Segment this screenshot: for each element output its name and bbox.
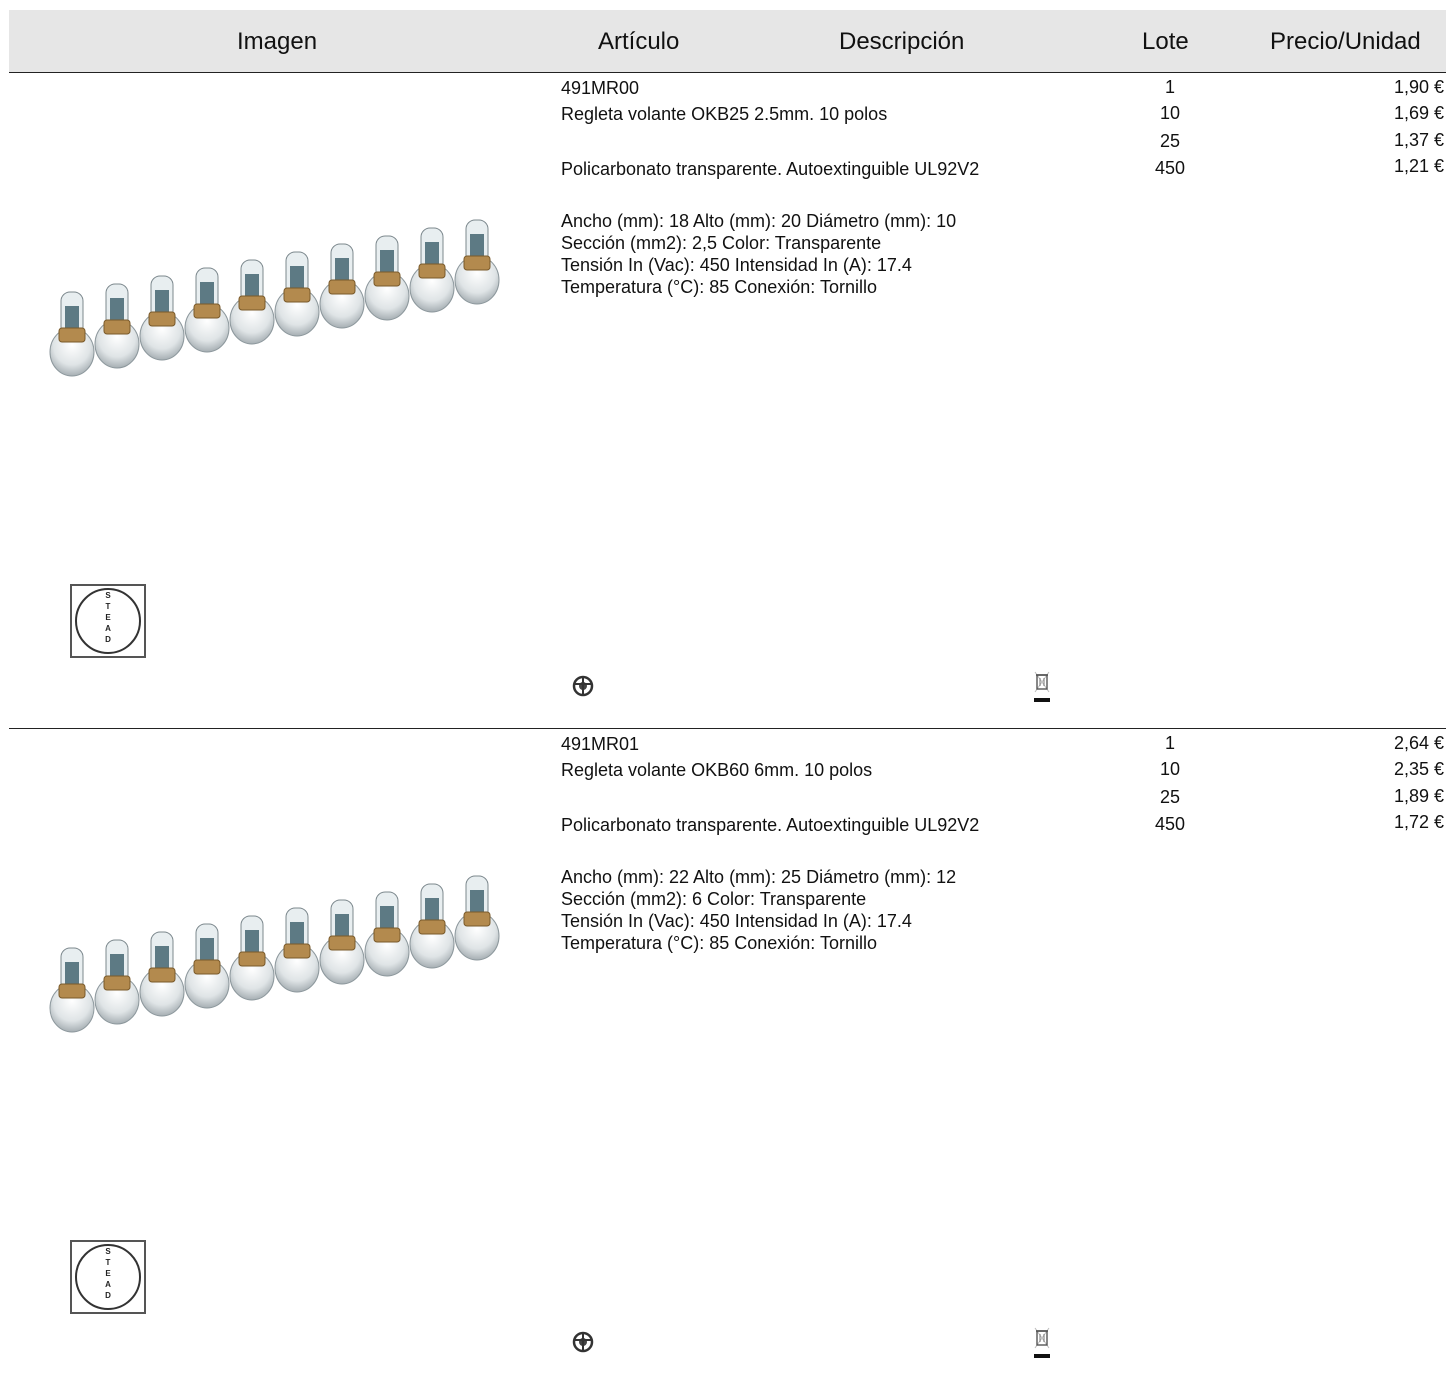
price-value: 1,21 €	[1393, 156, 1444, 176]
lot-value: 450	[1154, 158, 1186, 178]
terminal-cell	[94, 283, 140, 369]
terminal-cell	[274, 251, 320, 337]
lot-value: 450	[1154, 814, 1186, 834]
terminal-cell	[184, 267, 230, 353]
spec-line: Sección (mm2): 2,5 Color: Transparente	[561, 233, 882, 253]
lot-divider	[1083, 72, 1446, 73]
spec-line: Ancho (mm): 22 Alto (mm): 25 Diámetro (m…	[561, 867, 957, 887]
lot-value: 1	[1164, 77, 1175, 97]
terminal-cell	[49, 291, 95, 377]
lot-value: 10	[1159, 759, 1181, 779]
row-divider	[9, 72, 1446, 73]
terminal-cell	[364, 891, 410, 977]
lot-value: 25	[1159, 131, 1181, 151]
article-name: Regleta volante OKB60 6mm. 10 polos	[561, 760, 873, 780]
table-header: Imagen Artículo Descripción Lote Precio/…	[9, 10, 1446, 73]
terminal-cell	[49, 947, 95, 1033]
terminal-strip-image	[49, 875, 500, 1033]
header-precio: Precio/Unidad	[1270, 28, 1421, 55]
safety-mark-icon	[572, 675, 594, 697]
article-specs: Ancho (mm): 22 Alto (mm): 25 Diámetro (m…	[561, 866, 956, 954]
safety-mark-icon	[572, 1331, 594, 1353]
lot-value: 25	[1159, 787, 1181, 807]
row-divider	[9, 728, 1446, 729]
terminal-cell	[319, 899, 365, 985]
terminal-cell	[274, 907, 320, 993]
weee-bin-icon	[1034, 1327, 1050, 1358]
price-value: 1,69 €	[1393, 103, 1444, 123]
lot-value: 10	[1159, 103, 1181, 123]
spec-line: Temperatura (°C): 85 Conexión: Tornillo	[561, 933, 878, 953]
lot-divider	[1083, 728, 1446, 729]
article-material: Policarbonato transparente. Autoextingui…	[561, 159, 980, 179]
article-specs: Ancho (mm): 18 Alto (mm): 20 Diámetro (m…	[561, 210, 956, 298]
header-lote: Lote	[1142, 28, 1189, 55]
price-value: 1,37 €	[1393, 130, 1444, 150]
lot-value: 1	[1164, 733, 1175, 753]
header-descripcion: Descripción	[839, 28, 965, 55]
terminal-cell	[139, 275, 185, 361]
spec-line: Temperatura (°C): 85 Conexión: Tornillo	[561, 277, 878, 297]
terminal-cell	[94, 939, 140, 1025]
terminal-cell	[139, 931, 185, 1017]
spec-line: Tensión In (Vac): 450 Intensidad In (A):…	[561, 911, 912, 931]
terminal-strip-image	[49, 219, 500, 377]
weee-bin-icon	[1034, 671, 1050, 702]
terminal-cell	[454, 875, 500, 961]
price-value: 1,72 €	[1393, 812, 1444, 832]
article-code: 491MR01	[561, 734, 640, 754]
terminal-cell	[364, 235, 410, 321]
terminal-cell	[184, 923, 230, 1009]
terminal-cell	[229, 259, 275, 345]
terminal-cell	[229, 915, 275, 1001]
spec-line: Tensión In (Vac): 450 Intensidad In (A):…	[561, 255, 912, 275]
price-value: 2,35 €	[1393, 759, 1444, 779]
price-value: 1,90 €	[1393, 77, 1444, 97]
terminal-cell	[454, 219, 500, 305]
header-imagen: Imagen	[237, 28, 318, 55]
article-code: 491MR00	[561, 78, 640, 98]
terminal-cell	[409, 883, 455, 969]
price-value: 1,89 €	[1393, 786, 1444, 806]
header-articulo: Artículo	[598, 28, 680, 55]
price-value: 2,64 €	[1393, 733, 1444, 753]
article-name: Regleta volante OKB25 2.5mm. 10 polos	[561, 104, 888, 124]
terminal-cell	[409, 227, 455, 313]
spec-line: Ancho (mm): 18 Alto (mm): 20 Diámetro (m…	[561, 211, 957, 231]
terminal-cell	[319, 243, 365, 329]
spec-line: Sección (mm2): 6 Color: Transparente	[561, 889, 867, 909]
article-material: Policarbonato transparente. Autoextingui…	[561, 815, 980, 835]
